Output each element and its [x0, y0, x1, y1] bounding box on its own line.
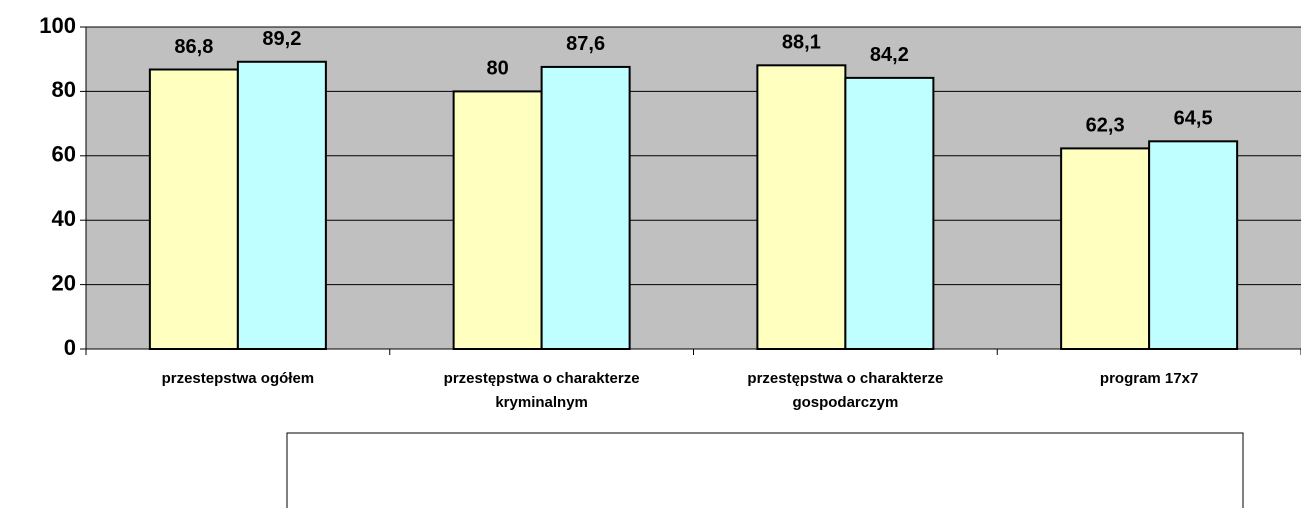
value-label: 87,6 — [566, 33, 605, 55]
bar — [148, 68, 239, 350]
value-label: 84,2 — [870, 44, 909, 66]
y-tick-label: 80 — [52, 77, 76, 102]
value-label: 88,1 — [782, 32, 821, 54]
bar — [844, 76, 935, 350]
x-tick-label: program 17x7 — [1100, 370, 1198, 387]
bar — [452, 90, 543, 351]
value-label: 86,8 — [174, 36, 213, 58]
bar — [1148, 140, 1239, 350]
x-tick-label: przestępstwa o charakterze gospodarczym — [747, 370, 943, 411]
value-label: 80 — [487, 58, 509, 80]
bar — [540, 65, 631, 350]
value-label: 89,2 — [262, 28, 301, 50]
y-tick-label: 40 — [52, 206, 76, 231]
bar — [756, 64, 847, 351]
x-tick-label: przestepstwa ogółem — [162, 370, 315, 387]
bar — [236, 60, 327, 350]
value-label: 62,3 — [1086, 115, 1125, 137]
bar — [1060, 147, 1151, 350]
legend-box — [286, 432, 1244, 508]
y-tick-label: 20 — [52, 270, 76, 295]
y-tick-label: 60 — [52, 142, 76, 167]
value-label: 64,5 — [1174, 108, 1213, 130]
y-tick-label: 100 — [39, 13, 76, 38]
y-tick-label: 0 — [64, 335, 76, 360]
x-tick-label: przestępstwa o charakterze kryminalnym — [444, 370, 640, 411]
